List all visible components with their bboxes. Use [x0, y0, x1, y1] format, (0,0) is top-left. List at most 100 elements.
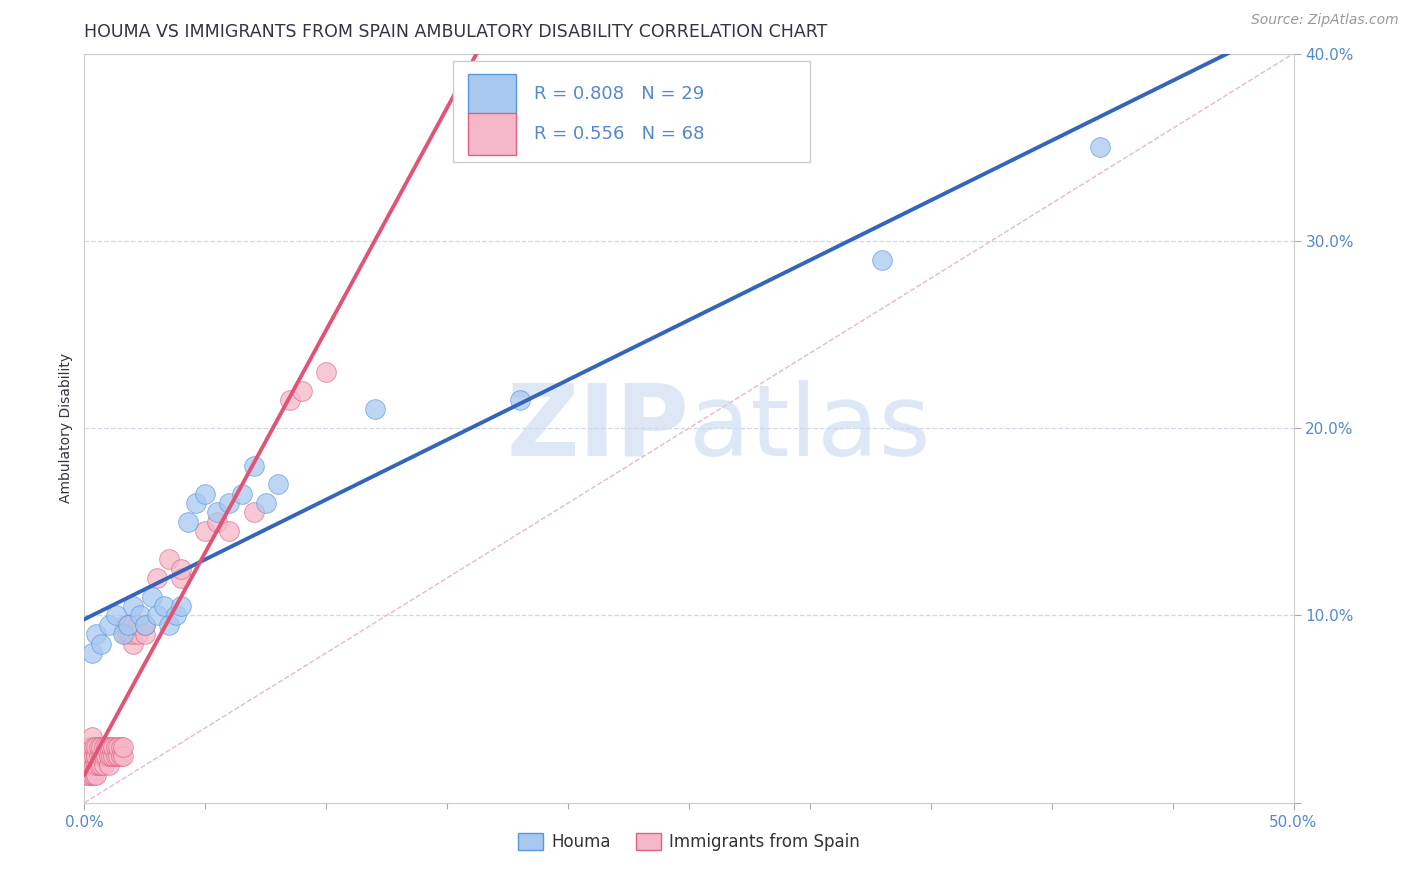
- Point: [207, 515, 229, 529]
- Point: [117, 627, 139, 641]
- Point: [254, 496, 277, 510]
- Point: [87, 758, 110, 772]
- Point: [218, 524, 240, 539]
- Point: [242, 458, 264, 473]
- Point: [80, 646, 103, 660]
- Point: [86, 749, 108, 764]
- Point: [170, 571, 193, 585]
- Point: [97, 739, 120, 754]
- Point: [94, 749, 117, 764]
- Point: [291, 384, 314, 398]
- Point: [1088, 140, 1111, 154]
- Point: [363, 402, 385, 417]
- Point: [97, 758, 120, 772]
- Text: Source: ZipAtlas.com: Source: ZipAtlas.com: [1251, 13, 1399, 28]
- Point: [127, 627, 149, 641]
- Text: atlas: atlas: [689, 380, 931, 476]
- Point: [110, 739, 132, 754]
- Point: [94, 739, 117, 754]
- Point: [177, 515, 200, 529]
- Point: [80, 739, 103, 754]
- FancyBboxPatch shape: [453, 61, 810, 162]
- Point: [77, 749, 100, 764]
- Text: R = 0.556   N = 68: R = 0.556 N = 68: [534, 125, 704, 143]
- Point: [97, 618, 120, 632]
- Point: [87, 739, 110, 754]
- Point: [153, 599, 176, 614]
- Point: [93, 758, 115, 772]
- Point: [86, 739, 108, 754]
- Point: [231, 487, 253, 501]
- Point: [93, 739, 115, 754]
- Point: [77, 767, 100, 781]
- Point: [134, 618, 156, 632]
- Point: [194, 524, 217, 539]
- Point: [90, 739, 112, 754]
- Point: [114, 618, 136, 632]
- Point: [112, 627, 135, 641]
- Point: [267, 477, 290, 491]
- Point: [100, 739, 122, 754]
- Legend: Houma, Immigrants from Spain: Houma, Immigrants from Spain: [512, 827, 866, 858]
- Point: [114, 627, 136, 641]
- Point: [103, 739, 125, 754]
- FancyBboxPatch shape: [468, 74, 516, 115]
- Point: [86, 767, 108, 781]
- Point: [107, 739, 129, 754]
- Point: [77, 739, 100, 754]
- Point: [83, 767, 105, 781]
- Point: [76, 749, 98, 764]
- Text: HOUMA VS IMMIGRANTS FROM SPAIN AMBULATORY DISABILITY CORRELATION CHART: HOUMA VS IMMIGRANTS FROM SPAIN AMBULATOR…: [84, 23, 828, 41]
- Point: [872, 252, 894, 267]
- Point: [157, 618, 180, 632]
- Point: [117, 618, 139, 632]
- Point: [104, 739, 127, 754]
- Point: [90, 637, 112, 651]
- Point: [129, 608, 152, 623]
- Point: [134, 627, 156, 641]
- Point: [121, 627, 143, 641]
- Point: [146, 608, 169, 623]
- Point: [157, 552, 180, 566]
- Point: [120, 627, 142, 641]
- Point: [112, 739, 135, 754]
- Point: [76, 758, 98, 772]
- Point: [207, 505, 229, 519]
- Point: [93, 749, 115, 764]
- Point: [86, 758, 108, 772]
- Point: [77, 758, 100, 772]
- Point: [134, 618, 156, 632]
- Point: [90, 749, 112, 764]
- Point: [170, 562, 193, 576]
- Point: [110, 749, 132, 764]
- Point: [80, 758, 103, 772]
- Point: [146, 571, 169, 585]
- Point: [278, 393, 301, 408]
- Point: [87, 749, 110, 764]
- Text: ZIP: ZIP: [506, 380, 689, 476]
- Point: [107, 749, 129, 764]
- Point: [80, 749, 103, 764]
- FancyBboxPatch shape: [468, 113, 516, 154]
- Point: [127, 618, 149, 632]
- Point: [83, 758, 105, 772]
- Point: [170, 599, 193, 614]
- Point: [121, 599, 143, 614]
- Point: [86, 627, 108, 641]
- Point: [104, 608, 127, 623]
- Point: [97, 749, 120, 764]
- Point: [121, 637, 143, 651]
- Point: [218, 496, 240, 510]
- Point: [80, 767, 103, 781]
- Point: [194, 487, 217, 501]
- Point: [184, 496, 207, 510]
- Point: [100, 749, 122, 764]
- Point: [315, 365, 337, 379]
- Point: [141, 590, 163, 604]
- Y-axis label: Ambulatory Disability: Ambulatory Disability: [59, 353, 73, 503]
- Point: [509, 393, 531, 408]
- Point: [104, 749, 127, 764]
- Point: [112, 749, 135, 764]
- Point: [242, 505, 264, 519]
- Point: [76, 767, 98, 781]
